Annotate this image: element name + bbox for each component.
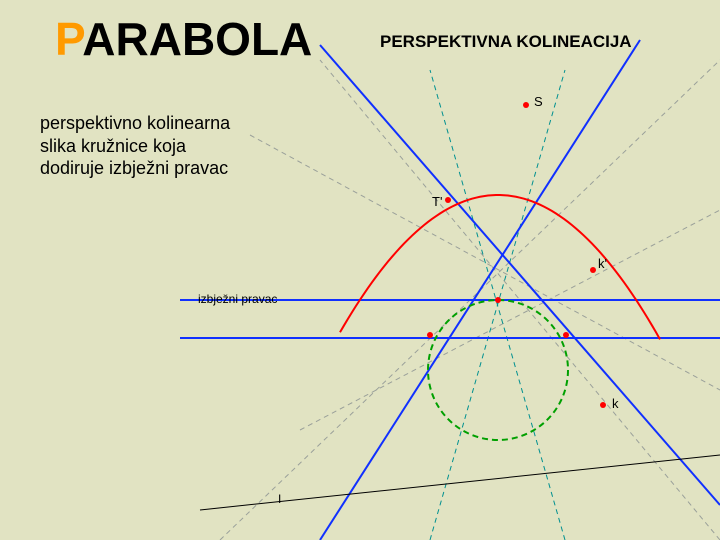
svg-text:k': k' (598, 256, 607, 271)
slide: PARABOLA PERSPEKTIVNA KOLINEACIJA perspe… (0, 0, 720, 540)
svg-text:I: I (278, 492, 281, 506)
svg-text:T': T' (432, 194, 442, 209)
svg-text:izbježni pravac: izbježni pravac (198, 292, 277, 306)
svg-text:k: k (612, 396, 619, 411)
diagram-svg: S T' k' k izbježni pravac I (0, 0, 720, 540)
svg-text:S: S (534, 94, 543, 109)
